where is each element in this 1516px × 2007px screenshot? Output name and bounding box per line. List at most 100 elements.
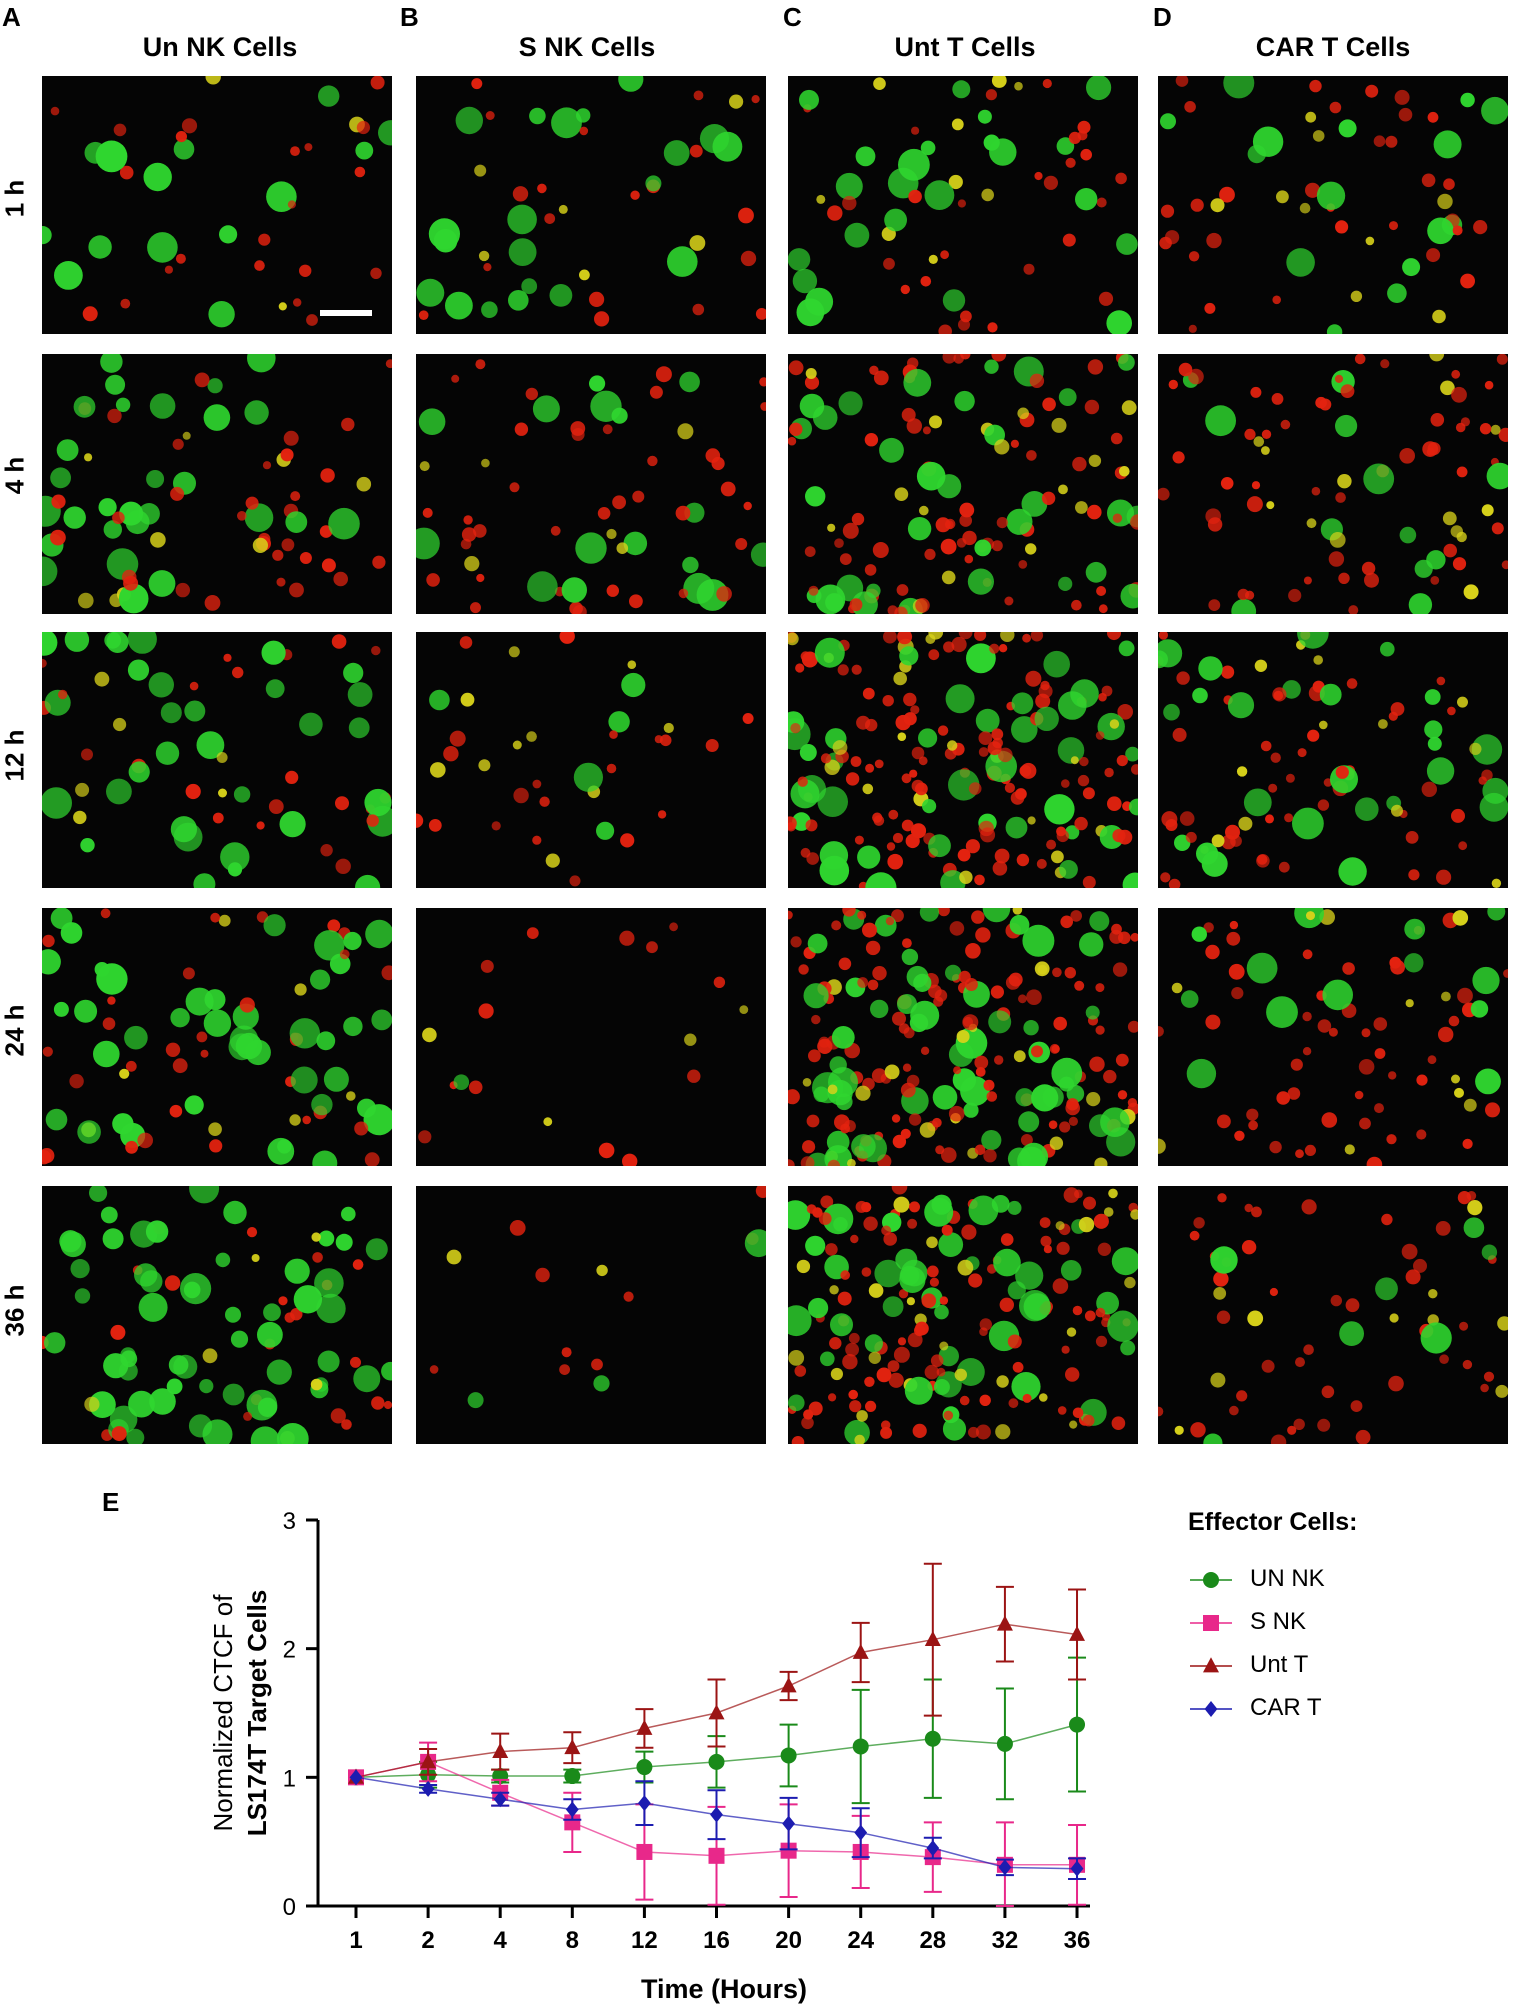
micrograph-image: [429, 1186, 766, 1409]
labeled-cell: [1026, 989, 1042, 1005]
x-tick-label: 12: [631, 1927, 658, 1954]
labeled-cell: [125, 1140, 138, 1154]
labeled-cell: [205, 76, 221, 85]
live-cell: [250, 1426, 280, 1444]
labeled-cell: [1014, 81, 1023, 91]
labeled-cell: [998, 747, 1013, 763]
live-cell: [1338, 857, 1367, 886]
labeled-cell: [1330, 1294, 1342, 1307]
labeled-cell: [1287, 1425, 1297, 1435]
live-cell: [1122, 872, 1138, 888]
live-cell: [967, 568, 994, 595]
live-cell: [952, 1068, 977, 1092]
labeled-cell: [1469, 742, 1482, 755]
labeled-cell: [512, 186, 529, 202]
labeled-cell: [1457, 1191, 1471, 1205]
labeled-cell: [1229, 920, 1239, 930]
live-cell: [1486, 462, 1508, 490]
live-cell: [590, 390, 622, 422]
labeled-cell: [928, 984, 942, 999]
labeled-cell: [1037, 964, 1048, 975]
labeled-cell: [855, 1085, 871, 1101]
live-cell: [54, 261, 83, 290]
live-cell: [1286, 248, 1315, 277]
labeled-cell: [957, 848, 971, 862]
labeled-cell: [1056, 1241, 1070, 1255]
labeled-cell: [1040, 1235, 1052, 1247]
data-point-un-nk: [996, 1735, 1013, 1752]
live-cell: [874, 1259, 902, 1288]
labeled-cell: [428, 819, 442, 832]
labeled-cell: [302, 1115, 312, 1125]
data-point-un-nk: [852, 1738, 869, 1755]
labeled-cell: [1219, 186, 1235, 203]
live-cell: [1404, 953, 1424, 973]
live-cell: [667, 246, 698, 277]
labeled-cell: [218, 788, 227, 798]
labeled-cell: [476, 573, 485, 583]
live-cell: [608, 711, 630, 733]
micrograph-image: [788, 76, 1138, 334]
live-cell: [974, 539, 992, 557]
labeled-cell: [1303, 1344, 1314, 1355]
live-cell: [508, 238, 537, 266]
labeled-cell: [865, 1400, 877, 1412]
labeled-cell: [867, 979, 879, 991]
live-cell: [166, 1378, 183, 1395]
live-cell: [1022, 924, 1055, 957]
y-axis-label-line2: LS174T Target Cells: [242, 1590, 272, 1837]
labeled-cell: [937, 725, 949, 736]
labeled-cell: [655, 366, 672, 383]
micrograph-a-row-5: [42, 1186, 392, 1444]
labeled-cell: [320, 468, 335, 483]
live-cell: [1007, 1200, 1022, 1215]
labeled-cell: [1124, 1276, 1136, 1289]
scale-bar: [320, 310, 372, 316]
data-point-car-t: [782, 1815, 796, 1832]
labeled-cell: [1485, 1102, 1500, 1118]
labeled-cell: [204, 595, 221, 611]
labeled-cell: [245, 496, 259, 510]
x-tick-label: 24: [847, 1927, 874, 1954]
labeled-cell: [938, 324, 952, 334]
labeled-cell: [341, 1419, 352, 1430]
labeled-cell: [82, 306, 98, 322]
live-cell: [127, 632, 157, 654]
live-cell: [455, 106, 483, 135]
micrograph-image: [1158, 354, 1508, 614]
labeled-cell: [1251, 1206, 1262, 1218]
labeled-cell: [1095, 1307, 1106, 1318]
labeled-cell: [1188, 368, 1204, 385]
labeled-cell: [69, 1074, 84, 1089]
labeled-cell: [805, 368, 817, 379]
labeled-cell: [991, 354, 1007, 362]
labeled-cell: [299, 264, 312, 277]
labeled-cell: [364, 1152, 380, 1166]
labeled-cell: [1165, 819, 1178, 831]
labeled-cell: [1317, 1418, 1331, 1432]
labeled-cell: [911, 746, 925, 760]
labeled-cell: [169, 1104, 183, 1118]
labeled-cell: [1117, 1090, 1128, 1100]
live-cell: [77, 1120, 101, 1144]
live-cell: [788, 1200, 811, 1230]
labeled-cell: [1429, 354, 1445, 362]
labeled-cell: [842, 1354, 858, 1370]
labeled-cell: [1158, 1406, 1164, 1417]
live-cell: [682, 556, 699, 574]
live-cell: [924, 1197, 954, 1227]
live-cell: [882, 1296, 904, 1317]
labeled-cell: [851, 512, 865, 526]
labeled-cell: [1168, 878, 1181, 888]
labeled-cell: [1107, 632, 1121, 641]
labeled-cell: [788, 1159, 795, 1166]
labeled-cell: [902, 1063, 912, 1072]
labeled-cell: [949, 921, 965, 936]
live-cell: [1111, 1247, 1138, 1276]
live-cell: [1107, 1310, 1138, 1342]
labeled-cell: [1270, 1434, 1287, 1444]
labeled-cell: [483, 263, 492, 272]
live-cell: [335, 1233, 353, 1251]
labeled-cell: [1462, 1138, 1473, 1149]
labeled-cell: [164, 265, 173, 274]
